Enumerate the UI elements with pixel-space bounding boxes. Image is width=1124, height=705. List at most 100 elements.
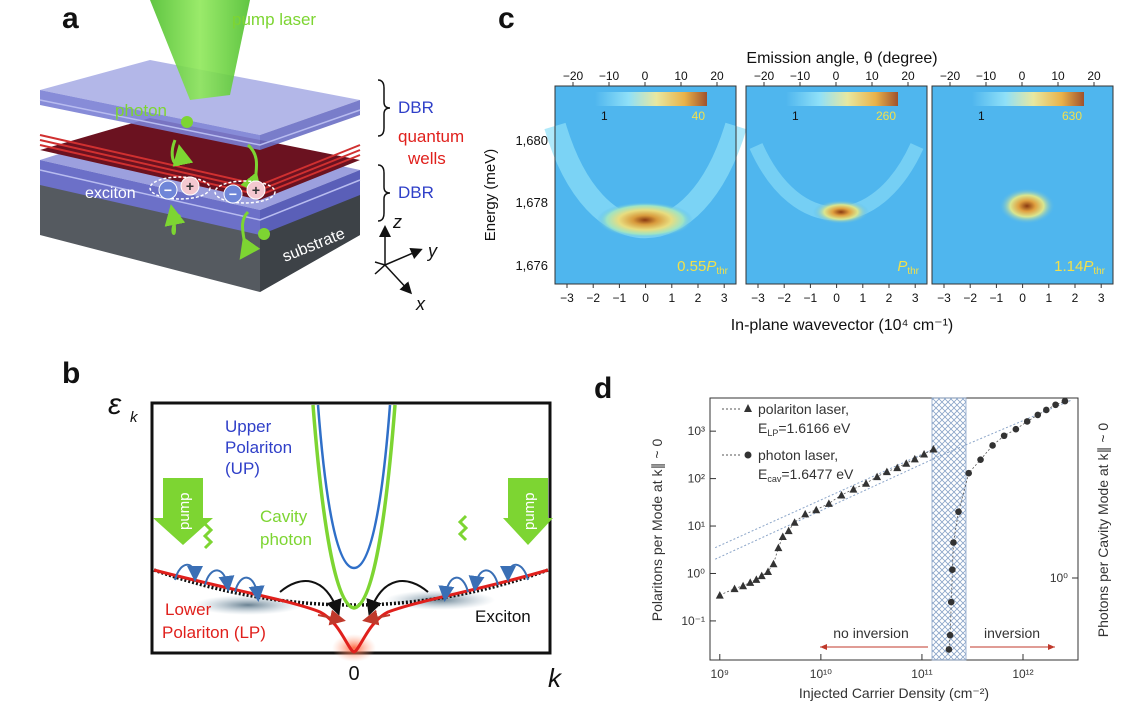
c-bottom-tick-3-2: −2 — [963, 291, 977, 305]
legend-polariton-e-val: =1.6166 eV — [778, 420, 851, 436]
d-polariton-point-23 — [910, 454, 919, 463]
d-photon-point-3 — [947, 598, 955, 606]
lp-arrow-left — [317, 609, 346, 626]
b-x-zero: 0 — [348, 663, 359, 685]
d-x-tick-4: 10¹² — [1012, 667, 1033, 681]
c-top-tick-1-3: 0 — [642, 69, 649, 83]
exciton-dispersion — [153, 568, 549, 607]
c-top-tick-1-2: −10 — [599, 69, 620, 83]
photon-loop-1 — [170, 139, 194, 167]
panel-d: 10⁹ 10¹⁰ 10¹¹ 10¹² 10⁻¹ 10⁰ 10¹ 10² 10³ 10⁰ Polar… — [649, 397, 1111, 701]
photon-loop-3 — [164, 204, 186, 235]
d-right-tick-1: 10⁰ — [1050, 571, 1068, 585]
d-polariton-point-16 — [837, 491, 846, 499]
legend-circle-marker — [744, 451, 752, 459]
relax-arrow-r3 — [438, 576, 469, 602]
legend-photon-e-sub: cav — [767, 474, 782, 484]
c-top-tick-2-3: 0 — [833, 69, 840, 83]
c-bottom-tick-3-3: −1 — [990, 291, 1004, 305]
d-polariton-point-11 — [784, 526, 793, 535]
legend-photon-e-sym: E — [758, 466, 767, 482]
no-inversion-arrowhead — [820, 644, 827, 650]
d-y-tick-1: 10⁻¹ — [681, 614, 705, 628]
d-polariton-point-20 — [882, 467, 891, 476]
panel-label-c: c — [498, 2, 515, 35]
d-photon-point-15 — [1052, 401, 1059, 409]
cavity-photon-label-2: photon — [260, 530, 312, 549]
brace-dbr-bottom — [377, 164, 391, 222]
c-colorbar-max-3: 630 — [1062, 109, 1082, 123]
d-photon-point-7 — [965, 469, 972, 477]
hole-2-sign: + — [252, 182, 260, 198]
cavity-photon-label-1: Cavity — [260, 507, 308, 526]
exciton-ring-2 — [214, 180, 276, 204]
pump-laser-beam — [150, 0, 250, 100]
legend-polariton-title: polariton laser, — [758, 401, 849, 417]
d-photon-point-10 — [1000, 432, 1008, 440]
up-label-2: Polariton — [225, 438, 292, 457]
d-y-tick-3: 10¹ — [688, 519, 705, 533]
scatter-arrow-right — [366, 580, 429, 616]
d-polariton-point-19 — [873, 472, 882, 481]
legend-triangle-marker — [744, 404, 752, 412]
lp-label-2: Polariton (LP) — [162, 623, 266, 642]
d-photon-point-1 — [945, 646, 953, 653]
c-bottom-axis-label: In-plane wavevector (10⁴ cm⁻¹) — [731, 317, 954, 334]
lp-label-1: Lower — [165, 600, 212, 619]
relax-arrow-r2 — [468, 569, 499, 592]
c-top-tick-1-4: 10 — [674, 69, 688, 83]
relax-arrow-l1 — [174, 563, 203, 582]
c-emission-spot-3 — [999, 188, 1055, 224]
c-power-label-1: 0.55Pthr — [677, 258, 729, 277]
d-polariton-point-3 — [739, 581, 748, 590]
d-right-axis-label: Photons per Cavity Mode at k∥ ~ 0 — [1095, 423, 1111, 638]
photon-dot-1 — [181, 116, 193, 128]
electron-1 — [158, 180, 178, 200]
c-y-tick-2: 1,678 — [515, 195, 548, 210]
d-y-tick-4: 10² — [688, 472, 705, 486]
d-photon-point-6 — [955, 508, 962, 516]
legend-polariton-e-sub: LP — [767, 428, 778, 438]
legend-photon-e: Ecav=1.6477 eV — [758, 466, 854, 484]
d-photon-point-9 — [989, 442, 996, 449]
d-transition-region — [931, 397, 967, 661]
c-colorbar-max-2: 260 — [876, 109, 896, 123]
b-x-axis-symbol: k — [548, 663, 563, 693]
photon-label: photon — [115, 101, 167, 120]
c-emission-spot-2 — [813, 200, 869, 224]
c-bottom-tick-1-1: −3 — [560, 291, 574, 305]
dbr-top-front — [40, 90, 260, 150]
c-bottom-tick-3-6: 2 — [1072, 291, 1079, 305]
d-photon-point-5 — [950, 539, 957, 546]
c-heatmap-bg-3 — [932, 86, 1113, 284]
d-polariton-point-5 — [752, 575, 761, 583]
c-colorbar-3 — [972, 92, 1084, 106]
c-top-tick-2-1: −20 — [754, 69, 775, 83]
c-bottom-tick-2-5: 1 — [859, 291, 866, 305]
panel-a: − + − + pump laser photon DBR quantum we… — [39, 0, 464, 314]
d-polariton-point-6 — [757, 571, 766, 580]
c-colorbar-1 — [595, 92, 707, 106]
legend-polariton-e-sym: E — [758, 420, 767, 436]
dbr-bottom-label: DBR — [398, 183, 434, 202]
panel-label-a: a — [62, 2, 79, 35]
c-bottom-tick-3-7: 3 — [1098, 291, 1105, 305]
panel-c: Emission angle, θ (degree) In-plane wave… — [482, 50, 1114, 334]
d-photon-point-12 — [1023, 418, 1031, 425]
d-photon-point-8 — [977, 456, 984, 464]
pump-arrow-left — [153, 478, 213, 545]
c-bottom-tick-2-2: −2 — [777, 291, 791, 305]
squiggle-right — [457, 514, 469, 542]
electron-2 — [223, 184, 243, 204]
quantum-wells-label-1: quantum — [398, 127, 464, 146]
axis-z-label: z — [392, 212, 402, 232]
c-bottom-tick-3-1: −3 — [937, 291, 951, 305]
d-photon-point-16 — [1061, 397, 1069, 405]
pump-left-label: pump — [176, 492, 193, 530]
relax-arrow-l2 — [204, 569, 235, 592]
d-polariton-point-17 — [849, 485, 858, 493]
d-x-tick-2: 10¹⁰ — [810, 667, 832, 681]
d-polariton-point-7 — [764, 567, 773, 576]
c-bottom-tick-2-7: 3 — [912, 291, 919, 305]
panel-label-b: b — [62, 357, 81, 390]
